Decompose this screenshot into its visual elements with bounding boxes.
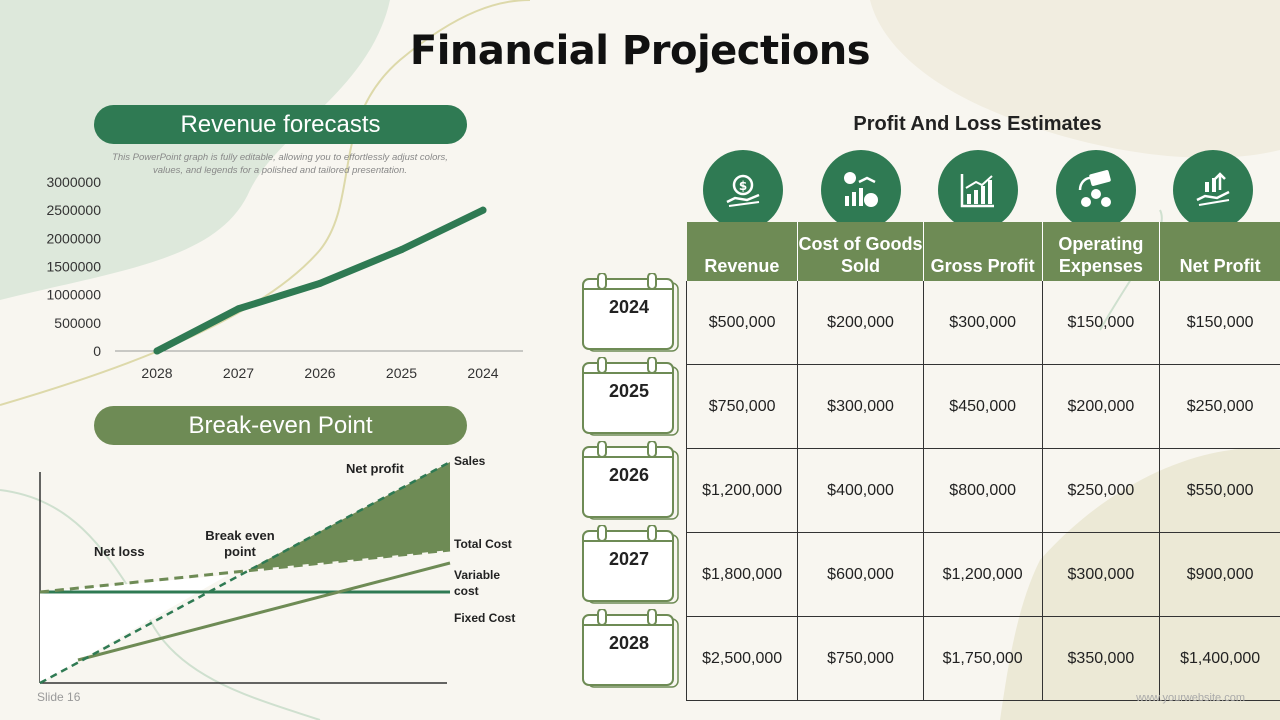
table-cell: $1,200,000 xyxy=(922,532,1043,617)
x-tick-label: 2024 xyxy=(467,365,498,381)
gross-profit-chart-icon xyxy=(938,150,1018,230)
header-gross-profit: Gross Profit xyxy=(922,222,1043,281)
calendar-year: 2027 xyxy=(608,549,650,569)
y-tick-label: 2500000 xyxy=(46,202,101,218)
table-cell: $750,000 xyxy=(685,364,798,449)
y-tick-label: 1500000 xyxy=(46,259,101,275)
table-cell: $1,750,000 xyxy=(922,616,1043,701)
header-operating-expenses: Operating Expenses xyxy=(1041,222,1160,281)
calendar-year-badge: 2024 xyxy=(582,272,680,355)
table-cell: $300,000 xyxy=(922,281,1043,365)
break-even-label: Break even point xyxy=(205,528,275,559)
table-row: $1,200,000 $400,000 $800,000 $250,000 $550,0… xyxy=(685,448,1280,533)
chart-note: This PowerPoint graph is fully editable,… xyxy=(112,152,448,176)
table-cell: $1,400,000 xyxy=(1159,616,1280,701)
table-cell: $550,000 xyxy=(1159,448,1280,533)
x-tick-label: 2028 xyxy=(141,365,172,381)
x-tick-label: 2026 xyxy=(304,365,335,381)
table-cell: $350,000 xyxy=(1041,616,1160,701)
net-loss-label: Net loss xyxy=(94,544,145,559)
sales-line xyxy=(39,460,451,685)
table-cell: $800,000 xyxy=(922,448,1043,533)
calendar-icon xyxy=(582,440,679,520)
dollar-hand-icon: $ xyxy=(703,150,783,230)
calendar-year: 2024 xyxy=(608,297,650,317)
slide-number: Slide 16 xyxy=(37,690,81,704)
net-profit-hand-icon xyxy=(1173,150,1253,230)
svg-text:$: $ xyxy=(739,179,747,193)
table-cell: $600,000 xyxy=(797,532,924,617)
data-point xyxy=(235,305,242,313)
table-cell: $200,000 xyxy=(1041,364,1160,449)
table-cell: $900,000 xyxy=(1159,532,1280,617)
table-row: $2,500,000 $750,000 $1,750,000 $350,000 $1,4… xyxy=(685,616,1280,701)
x-tick-label: 2025 xyxy=(386,365,417,381)
table-cell: $500,000 xyxy=(685,281,798,365)
table-cell: $450,000 xyxy=(922,364,1043,449)
table-cell: $750,000 xyxy=(797,616,924,701)
table-cell: $300,000 xyxy=(797,364,924,449)
revenue-forecasts-pill: Revenue forecasts xyxy=(94,105,467,144)
y-tick-label: 500000 xyxy=(54,315,101,331)
calendar-year-badge: 2027 xyxy=(582,524,680,607)
pl-table: Revenue Cost of Goods Sold Gross Profit … xyxy=(685,222,1280,701)
table-cell: $400,000 xyxy=(797,448,924,533)
table-cell: $150,000 xyxy=(1159,281,1280,365)
calendar-icon xyxy=(582,356,679,436)
y-tick-label: 1000000 xyxy=(46,287,101,303)
operating-expenses-icon xyxy=(1056,150,1136,230)
table-cell: $1,800,000 xyxy=(685,532,798,617)
total-cost-line xyxy=(39,548,451,594)
calendar-year-badge: 2025 xyxy=(582,356,680,439)
data-point xyxy=(479,206,487,214)
calendar-year: 2028 xyxy=(608,633,650,653)
table-cell: $200,000 xyxy=(797,281,924,365)
y-tick-label: 2000000 xyxy=(46,230,101,246)
table-cell: $250,000 xyxy=(1041,448,1160,533)
data-point xyxy=(316,279,324,287)
fixed-cost-label: Fixed Cost xyxy=(454,611,516,625)
calendar-icon xyxy=(582,524,679,604)
revenue-line-chart: 3000000 2500000 2000000 1500000 1000000 50000… xyxy=(46,174,523,381)
header-net-profit: Net Profit xyxy=(1159,222,1280,281)
y-tick-label: 0 xyxy=(93,343,101,359)
sales-label: Sales xyxy=(454,454,486,468)
total-cost-label: Total Cost xyxy=(454,537,512,551)
table-cell: $150,000 xyxy=(1041,281,1160,365)
data-point xyxy=(398,246,405,254)
break-even-diagram xyxy=(39,460,451,685)
header-revenue: Revenue xyxy=(686,222,798,281)
table-row: $500,000 $200,000 $300,000 $150,000 $150,000 xyxy=(685,281,1280,365)
data-point xyxy=(153,347,161,355)
calendar-year: 2026 xyxy=(608,465,650,485)
pl-title: Profit And Loss Estimates xyxy=(853,113,1102,135)
table-row: $1,800,000 $600,000 $1,200,000 $300,000 $900… xyxy=(685,532,1280,617)
calendar-year: 2025 xyxy=(608,381,650,401)
break-even-pill: Break-even Point xyxy=(94,406,467,445)
net-profit-label: Net profit xyxy=(346,461,404,476)
table-cell: $1,200,000 xyxy=(685,448,798,533)
header-cogs: Cost of Goods Sold xyxy=(797,222,924,281)
calendar-year-badge: 2026 xyxy=(582,440,680,523)
calendar-icon xyxy=(582,608,679,688)
calendar-year-badge: 2028 xyxy=(582,608,680,691)
calendar-icon xyxy=(582,272,679,352)
variable-cost-line xyxy=(77,561,451,662)
table-cell: $250,000 xyxy=(1159,364,1280,449)
table-cell: $2,500,000 xyxy=(685,616,798,701)
x-tick-label: 2027 xyxy=(223,365,254,381)
table-row: $750,000 $300,000 $450,000 $200,000 $250,000 xyxy=(685,364,1280,449)
page-title: Financial Projections xyxy=(409,28,871,74)
website-url: www.yourwebsite.com xyxy=(1136,692,1245,704)
variable-cost-label: Variable cost xyxy=(454,568,501,598)
cost-chart-icon xyxy=(821,150,901,230)
y-tick-label: 3000000 xyxy=(46,174,101,190)
net-loss-area xyxy=(40,575,228,683)
table-cell: $300,000 xyxy=(1041,532,1160,617)
